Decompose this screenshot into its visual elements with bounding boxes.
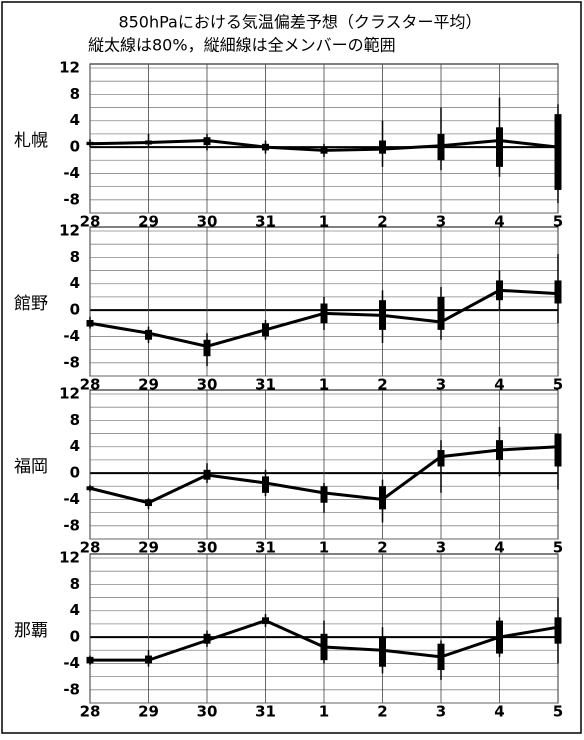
x-tick-label: 2 bbox=[377, 703, 387, 721]
x-tick-label: 2 bbox=[377, 213, 387, 231]
x-tick-label: 4 bbox=[494, 703, 504, 721]
y-tick-label: 4 bbox=[70, 274, 80, 292]
range-80 bbox=[320, 486, 328, 503]
y-tick-label: -8 bbox=[63, 190, 80, 208]
range-80 bbox=[86, 319, 94, 327]
y-tick-label: 0 bbox=[70, 301, 80, 319]
x-tick-label: 31 bbox=[255, 376, 276, 394]
x-tick-label: 1 bbox=[319, 376, 329, 394]
x-tick-label: 5 bbox=[553, 213, 563, 231]
range-80 bbox=[554, 617, 562, 644]
y-tick-label: -8 bbox=[63, 680, 80, 698]
range-80 bbox=[203, 633, 211, 644]
range-80 bbox=[379, 140, 386, 154]
y-tick-label: 4 bbox=[70, 437, 80, 455]
y-tick-label: 8 bbox=[70, 85, 80, 103]
y-tick-label: -8 bbox=[63, 516, 80, 534]
panel-label: 福岡 bbox=[14, 457, 48, 477]
x-tick-label: 4 bbox=[494, 213, 504, 231]
y-tick-label: -4 bbox=[63, 490, 80, 508]
y-tick-label: 12 bbox=[59, 59, 80, 77]
x-tick-label: 3 bbox=[436, 213, 446, 231]
x-tick-label: 30 bbox=[197, 376, 218, 394]
y-tick-label: 12 bbox=[59, 549, 80, 567]
range-80 bbox=[554, 114, 562, 190]
x-tick-label: 4 bbox=[494, 539, 504, 557]
y-tick-label: 4 bbox=[70, 601, 80, 619]
range-80 bbox=[262, 476, 269, 493]
x-tick-label: 29 bbox=[138, 703, 159, 721]
x-tick-label: 29 bbox=[138, 376, 159, 394]
y-tick-label: 8 bbox=[70, 575, 80, 593]
y-tick-label: 8 bbox=[70, 411, 80, 429]
x-tick-label: 28 bbox=[80, 703, 101, 721]
x-tick-label: 30 bbox=[197, 213, 218, 231]
x-tick-label: 4 bbox=[494, 376, 504, 394]
y-tick-label: 0 bbox=[70, 464, 80, 482]
chart-title: 850hPaにおける気温偏差予想（クラスター平均） bbox=[118, 13, 481, 32]
x-tick-label: 2 bbox=[377, 376, 387, 394]
panel-label: 那覇 bbox=[14, 621, 48, 641]
x-tick-label: 5 bbox=[553, 703, 563, 721]
x-tick-label: 1 bbox=[319, 213, 329, 231]
range-80 bbox=[145, 329, 152, 340]
x-tick-label: 31 bbox=[255, 213, 276, 231]
mean-line bbox=[90, 619, 559, 662]
range-80 bbox=[554, 433, 562, 467]
y-tick-label: -4 bbox=[63, 164, 80, 182]
x-tick-label: 3 bbox=[436, 376, 446, 394]
mean-line bbox=[89, 288, 559, 348]
y-tick-label: 4 bbox=[70, 111, 80, 129]
x-tick-label: 31 bbox=[255, 539, 276, 557]
x-tick-label: 5 bbox=[553, 376, 563, 394]
mean-line bbox=[89, 138, 559, 152]
x-tick-label: 2 bbox=[377, 539, 387, 557]
chart-subtitle: 縦太線は80%，縦細線は全メンバーの範囲 bbox=[88, 36, 396, 55]
mean-line bbox=[89, 445, 559, 505]
range-80 bbox=[437, 296, 445, 330]
y-tick-label: 0 bbox=[70, 138, 80, 156]
range-80 bbox=[554, 280, 562, 304]
x-tick-label: 28 bbox=[80, 539, 101, 557]
x-tick-label: 28 bbox=[80, 213, 101, 231]
panel-label: 館野 bbox=[14, 294, 48, 314]
y-tick-label: 12 bbox=[59, 222, 80, 240]
y-tick-label: -4 bbox=[63, 654, 80, 672]
x-tick-label: 30 bbox=[197, 539, 218, 557]
y-tick-label: 12 bbox=[59, 385, 80, 403]
x-tick-label: 28 bbox=[80, 376, 101, 394]
panel-label: 札幌 bbox=[14, 131, 48, 151]
x-tick-label: 3 bbox=[436, 703, 446, 721]
range-80 bbox=[496, 127, 503, 167]
x-tick-label: 30 bbox=[197, 703, 218, 721]
x-tick-label: 5 bbox=[553, 539, 563, 557]
x-tick-label: 31 bbox=[255, 703, 276, 721]
x-tick-label: 29 bbox=[138, 539, 159, 557]
x-tick-label: 1 bbox=[319, 703, 329, 721]
y-tick-label: 8 bbox=[70, 248, 80, 266]
x-tick-label: 1 bbox=[319, 539, 329, 557]
x-tick-label: 3 bbox=[436, 539, 446, 557]
y-tick-label: -8 bbox=[63, 353, 80, 371]
range-80 bbox=[203, 339, 211, 357]
x-tick-label: 29 bbox=[138, 213, 159, 231]
y-tick-label: -4 bbox=[63, 327, 80, 345]
y-tick-label: 0 bbox=[70, 628, 80, 646]
range-80 bbox=[379, 637, 386, 667]
